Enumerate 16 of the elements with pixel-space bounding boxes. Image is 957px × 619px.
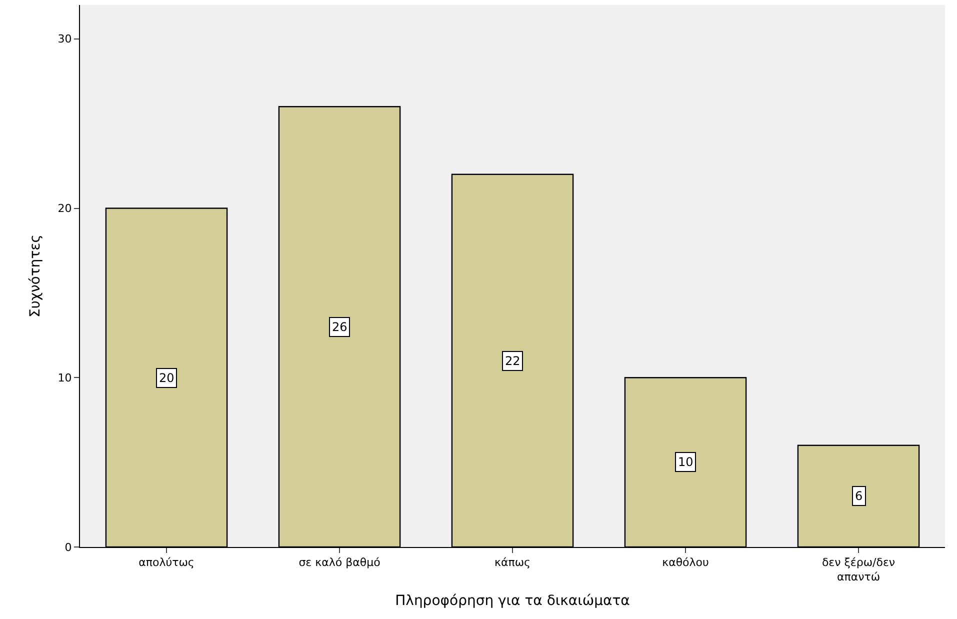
y-tick-label: 10	[58, 371, 72, 384]
data-label: 26	[332, 320, 348, 334]
y-axis-title: Συχνότητες	[27, 234, 44, 318]
data-label: 20	[159, 371, 174, 385]
x-tick-label: δεν ξέρω/δεν απαντώ	[822, 556, 896, 584]
data-label: 10	[678, 455, 694, 469]
data-label: 22	[505, 354, 520, 368]
x-axis-title: Πληροφόρηση για τα δικαιώματα	[395, 592, 630, 609]
data-label: 6	[855, 489, 863, 503]
y-tick-label: 0	[64, 540, 72, 554]
x-tick-label: σε καλό βαθμό	[298, 556, 381, 570]
y-tick-label: 30	[58, 32, 72, 46]
x-tick-label: κάπως	[494, 556, 531, 570]
x-tick-label: καθόλου	[662, 556, 709, 570]
y-tick-label: 20	[58, 202, 72, 216]
x-tick-label: απολύτως	[138, 556, 194, 570]
